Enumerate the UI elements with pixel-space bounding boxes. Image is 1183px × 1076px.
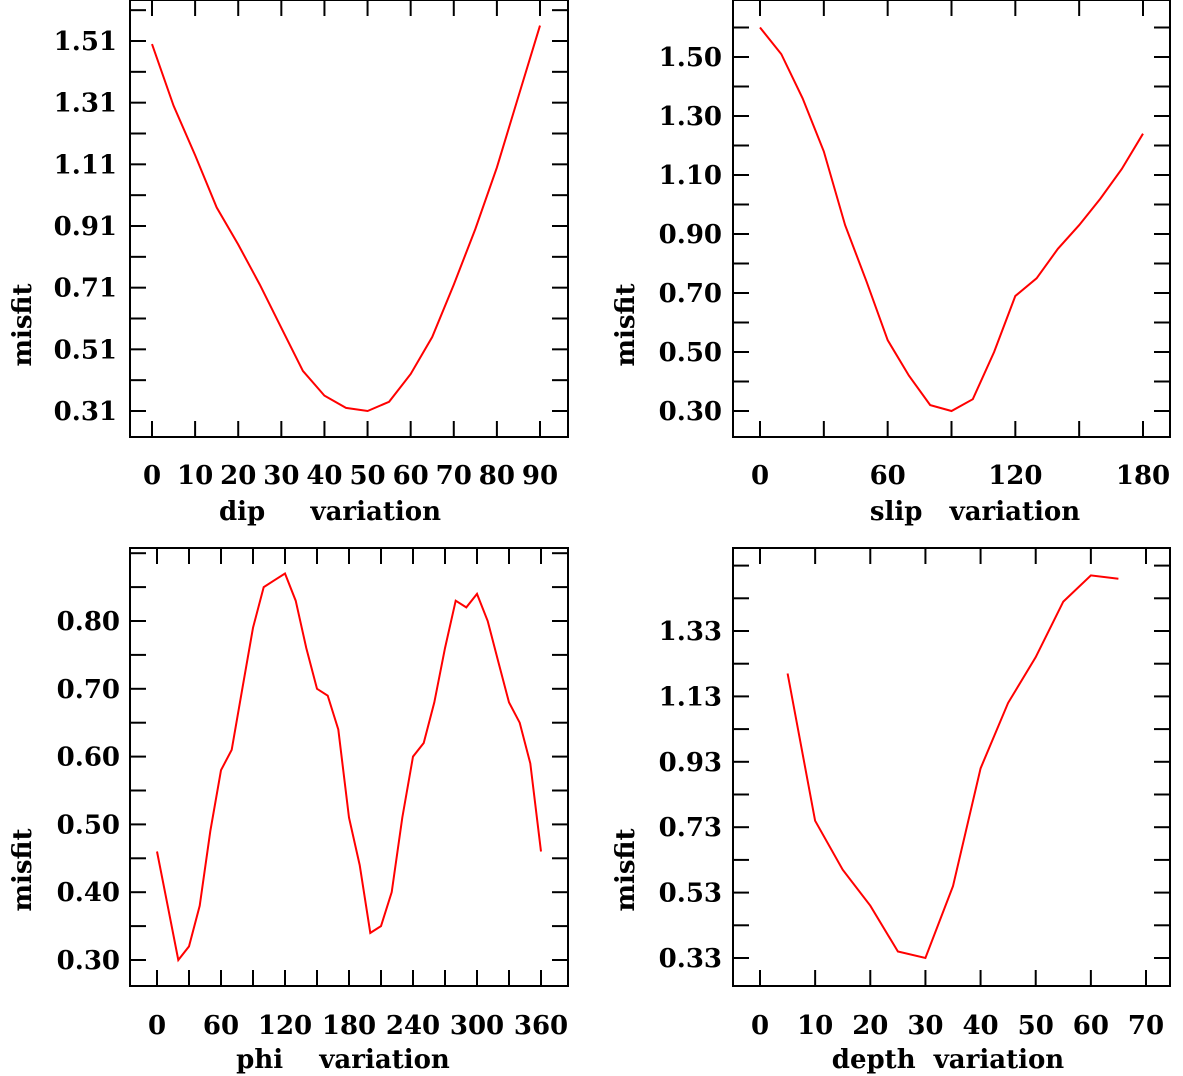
y-tick-label: 0.80	[57, 607, 120, 637]
x-tick-label: 120	[258, 1011, 312, 1041]
x-tick-label: 80	[479, 461, 515, 491]
y-tick-label: 1.30	[659, 102, 722, 132]
x-tick-label: 0	[751, 461, 769, 491]
misfit-series-line	[151, 25, 541, 413]
x-tick-label: 50	[1018, 1011, 1054, 1041]
y-tick-label: 0.90	[659, 220, 722, 250]
y-tick-label: 0.91	[54, 212, 117, 242]
y-tick-label: 0.53	[659, 879, 722, 909]
x-tick-label: 70	[1128, 1011, 1164, 1041]
y-axis-label: misfit	[611, 284, 641, 367]
x-tick-label: 40	[306, 461, 342, 491]
y-tick-label: 0.70	[659, 279, 722, 309]
subplot-2: 0.30 0.50 0.70 0.90 1.10 1.30 1.50 0 60 120 180 sli…	[611, 0, 1171, 527]
y-axis-label: misfit	[8, 829, 38, 912]
subplot-3: 0.30 0.40 0.50 0.60 0.70 0.80 0 60 120 180 240 300 3…	[8, 547, 569, 1075]
y-tick-label: 1.51	[54, 27, 117, 57]
x-axis-label: dip variation	[219, 497, 441, 527]
x-tick-label: 30	[907, 1011, 943, 1041]
y-tick-label: 0.50	[659, 338, 722, 368]
x-tick-label: 20	[220, 461, 256, 491]
x-tick-label: 180	[1116, 461, 1170, 491]
x-tick-label: 30	[263, 461, 299, 491]
x-axis-label: depth variation	[832, 1045, 1065, 1075]
y-tick-label: 0.33	[659, 944, 722, 974]
y-axis-label: misfit	[611, 829, 641, 912]
y-tick-label: 1.50	[659, 43, 722, 73]
x-tick-label: 300	[450, 1011, 504, 1041]
y-tick-label: 0.40	[57, 878, 120, 908]
y-tick-label: 0.31	[54, 397, 117, 427]
y-tick-label: 0.60	[57, 743, 120, 773]
x-axis-label: phi variation	[236, 1045, 450, 1075]
y-tick-label: 1.31	[54, 89, 117, 119]
y-axis-label: misfit	[8, 284, 38, 367]
x-tick-label: 90	[522, 461, 558, 491]
misfit-series-line	[759, 26, 1144, 413]
y-tick-label: 0.73	[659, 813, 722, 843]
y-tick-label: 0.30	[659, 397, 722, 427]
plot-frame	[732, 0, 1171, 438]
x-tick-label: 60	[393, 461, 429, 491]
x-tick-label: 40	[962, 1011, 998, 1041]
x-tick-label: 20	[852, 1011, 888, 1041]
x-tick-label: 180	[322, 1011, 376, 1041]
y-tick-label: 0.70	[57, 675, 120, 705]
x-tick-label: 10	[177, 461, 213, 491]
misfit-series-line	[156, 572, 542, 963]
plot-frame	[129, 0, 569, 438]
x-tick-label: 120	[988, 461, 1042, 491]
y-tick-label: 1.13	[659, 682, 722, 712]
y-tick-label: 1.33	[659, 617, 722, 647]
y-tick-label: 0.93	[659, 748, 722, 778]
x-tick-label: 60	[203, 1011, 239, 1041]
x-tick-label: 0	[751, 1011, 769, 1041]
x-tick-label: 10	[797, 1011, 833, 1041]
x-tick-label: 60	[1073, 1011, 1109, 1041]
x-tick-label: 240	[386, 1011, 440, 1041]
subplot-1: 0.31 0.51 0.71 0.91 1.11 1.31 1.51 0 10 20 30 40 50 6…	[8, 0, 569, 527]
x-tick-label: 0	[143, 461, 161, 491]
y-tick-label: 0.51	[54, 335, 117, 365]
y-tick-label: 1.11	[54, 150, 117, 180]
y-tick-label: 0.30	[57, 946, 120, 976]
y-tick-label: 0.71	[54, 274, 117, 304]
x-tick-label: 60	[870, 461, 906, 491]
y-tick-label: 0.50	[57, 810, 120, 840]
x-tick-label: 70	[436, 461, 472, 491]
x-tick-label: 360	[514, 1011, 568, 1041]
subplot-4: 0.33 0.53 0.73 0.93 1.13 1.33 0 10 20 30 40 50 60 70 d…	[611, 547, 1171, 1075]
plot-frame	[732, 547, 1171, 987]
y-tick-label: 1.10	[659, 161, 722, 191]
misfit-series-line	[786, 574, 1119, 960]
x-tick-label: 0	[148, 1011, 166, 1041]
x-tick-label: 50	[349, 461, 385, 491]
x-axis-label: slip variation	[870, 497, 1080, 527]
